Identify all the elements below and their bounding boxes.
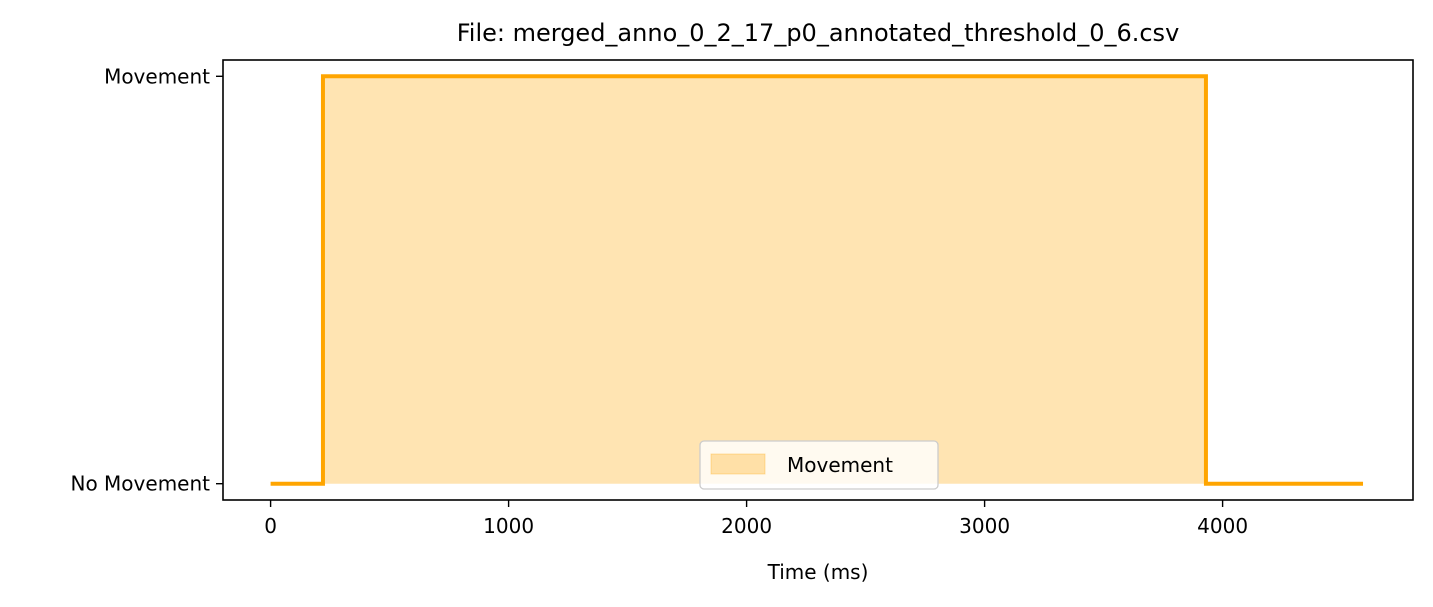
plot-frame (222, 59, 1414, 501)
movement-series-line (270, 74, 1364, 486)
y-tick-label: No Movement (71, 472, 211, 496)
legend-box (699, 440, 939, 490)
legend: Movement (699, 440, 939, 490)
legend-label: Movement (787, 453, 893, 477)
legend-swatch (710, 453, 766, 475)
movement-area-fill (270, 76, 1364, 484)
x-tick-label: 4000 (1197, 514, 1248, 538)
chart-title: File: merged_anno_0_2_17_p0_annotated_th… (457, 19, 1180, 47)
x-tick-label: 2000 (721, 514, 772, 538)
plot-area (270, 74, 1364, 486)
x-tick-label: 0 (264, 514, 277, 538)
y-tick-label: Movement (104, 64, 210, 88)
x-tick-label: 1000 (483, 514, 534, 538)
x-axis-label: Time (ms) (767, 560, 869, 584)
axes: 0 1000 2000 3000 4000 No Movement Movement (71, 59, 1414, 538)
x-tick-label: 3000 (959, 514, 1010, 538)
